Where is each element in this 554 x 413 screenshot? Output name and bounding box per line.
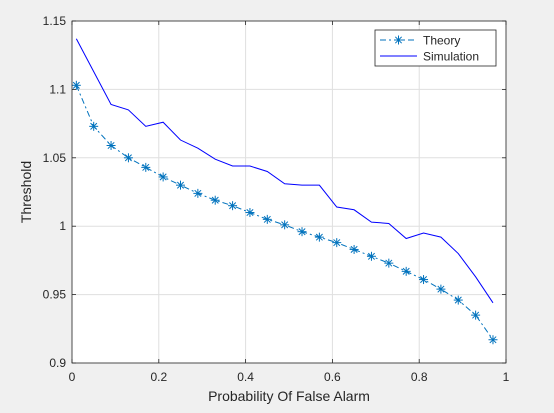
data-point-theory (245, 208, 255, 218)
y-tick-label: 1 (59, 219, 66, 233)
data-point-theory (471, 310, 481, 320)
marker-stroke (281, 221, 289, 229)
data-point-theory (332, 238, 342, 248)
marker-stroke (263, 215, 271, 223)
x-axis-label: Probability Of False Alarm (208, 388, 370, 404)
data-point-theory (401, 266, 411, 276)
data-point-theory (106, 140, 116, 150)
marker-stroke (72, 81, 80, 89)
data-point-theory (280, 220, 290, 230)
x-tick-label: 0.8 (411, 370, 428, 384)
marker-stroke (176, 181, 185, 189)
y-tick-label: 0.9 (49, 356, 66, 370)
axis-ticks: 0 0.2 0.4 0.6 0.8 1 0.9 0.95 1 1.05 1.1 1.15 (43, 14, 510, 384)
data-point-theory (210, 195, 220, 205)
x-tick-label: 0 (69, 370, 76, 384)
marker-stroke (194, 189, 202, 197)
data-point-theory (71, 80, 81, 90)
legend-label-theory: Theory (423, 34, 460, 48)
plot-area (72, 21, 506, 363)
data-point-theory (384, 258, 394, 268)
data-point-theory (314, 232, 324, 242)
data-point-theory (419, 275, 429, 285)
y-tick-label: 1.15 (43, 14, 67, 28)
y-axis-label: Threshold (18, 161, 34, 223)
x-tick-label: 0.2 (150, 370, 167, 384)
data-point-theory (123, 153, 133, 163)
x-tick-label: 0.4 (237, 370, 254, 384)
y-tick-label: 1.1 (49, 82, 66, 96)
marker-stroke (298, 228, 306, 236)
data-point-theory (193, 188, 203, 198)
data-point-theory (349, 244, 359, 254)
marker-stroke (472, 311, 480, 319)
legend-box (374, 29, 497, 67)
marker-stroke (437, 285, 445, 293)
legend-label-simulation: Simulation (423, 50, 479, 64)
marker-stroke (246, 208, 254, 217)
data-point-theory (176, 180, 185, 190)
x-tick-label: 0.6 (324, 370, 341, 384)
marker-stroke (211, 196, 219, 204)
marker-stroke (367, 252, 375, 260)
data-point-theory (262, 214, 272, 224)
marker-stroke (159, 173, 167, 181)
marker-stroke (350, 245, 358, 253)
series-group (71, 38, 498, 345)
data-point-theory (366, 251, 376, 261)
data-point-theory (89, 121, 99, 131)
plot-frame (71, 20, 507, 364)
marker-stroke (90, 122, 98, 130)
marker-stroke (107, 141, 115, 150)
y-tick-label: 1.05 (43, 151, 67, 165)
data-point-theory (228, 201, 238, 211)
legend-marker-theory (394, 35, 403, 45)
data-point-theory (141, 162, 151, 172)
marker-stroke (402, 267, 410, 275)
data-point-theory (453, 295, 463, 305)
marker-stroke (394, 36, 403, 44)
marker-stroke (454, 296, 462, 304)
marker-stroke (229, 202, 237, 210)
marker-stroke (315, 233, 323, 241)
marker-stroke (420, 276, 428, 284)
marker-stroke (142, 163, 150, 171)
marker-stroke (124, 154, 132, 162)
data-point-theory (158, 172, 168, 182)
series-line-simulation (75, 38, 494, 304)
data-point-theory (297, 227, 307, 237)
marker-stroke (489, 336, 497, 344)
y-tick-label: 0.95 (43, 288, 67, 302)
data-point-theory (488, 335, 498, 345)
legend: Theory Simulation (374, 29, 497, 67)
data-point-theory (436, 284, 446, 294)
marker-stroke (333, 239, 341, 247)
x-tick-label: 1 (503, 370, 510, 384)
marker-stroke (385, 259, 393, 267)
